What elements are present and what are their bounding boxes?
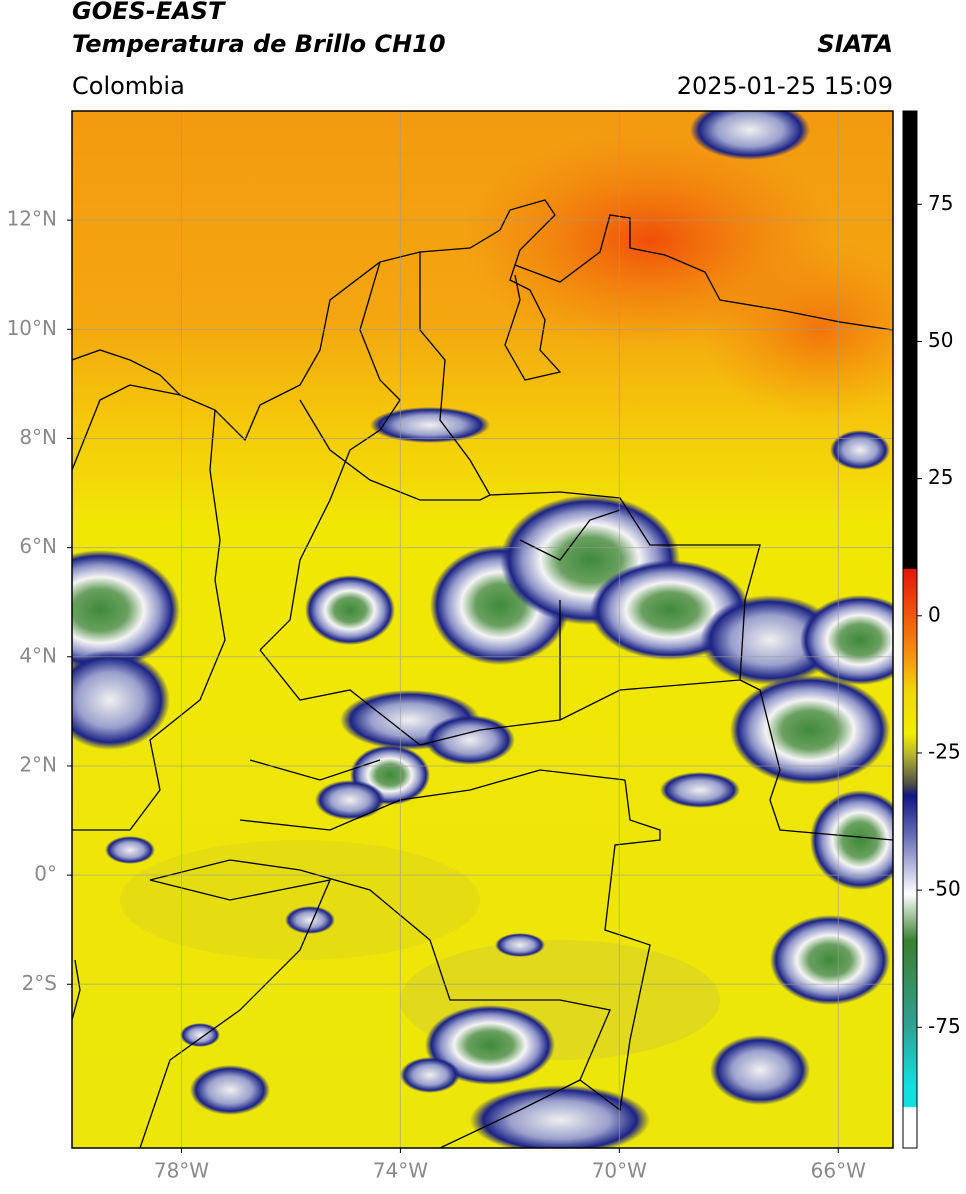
x-tick-label: 70°W [592,1159,647,1183]
y-tick-label: 10°N [7,316,57,340]
colorbar-tick-label: 0 [928,602,941,626]
colorbar-tick-label: 75 [928,191,953,215]
colorbar-tick-label: 25 [928,465,953,489]
title: GOES-EAST [72,0,226,25]
region: Colombia [72,72,185,100]
y-tick-label: 2°S [22,971,57,995]
y-tick-label: 8°N [19,425,57,449]
x-tick-label: 74°W [373,1159,428,1183]
x-tick-label: 78°W [154,1159,209,1183]
source: SIATA [817,30,893,58]
y-tick-label: 0° [34,862,57,886]
subtitle: Temperatura de Brillo CH10 [72,30,446,58]
colorbar-tick-label: -50 [928,877,961,901]
satellite-image [72,111,893,1148]
x-tick-label: 66°W [811,1159,866,1183]
y-tick-label: 12°N [7,207,57,231]
y-tick-label: 4°N [19,643,57,667]
datetime: 2025-01-25 15:09 [677,72,893,100]
colorbar-tick-label: 50 [928,328,953,352]
colorbar-tick-label: -75 [928,1014,961,1038]
colorbar [902,110,918,1149]
y-tick-label: 6°N [19,534,57,558]
y-tick-label: 2°N [19,752,57,776]
map-frame [71,110,894,1149]
colorbar-tick-label: -25 [928,739,961,763]
